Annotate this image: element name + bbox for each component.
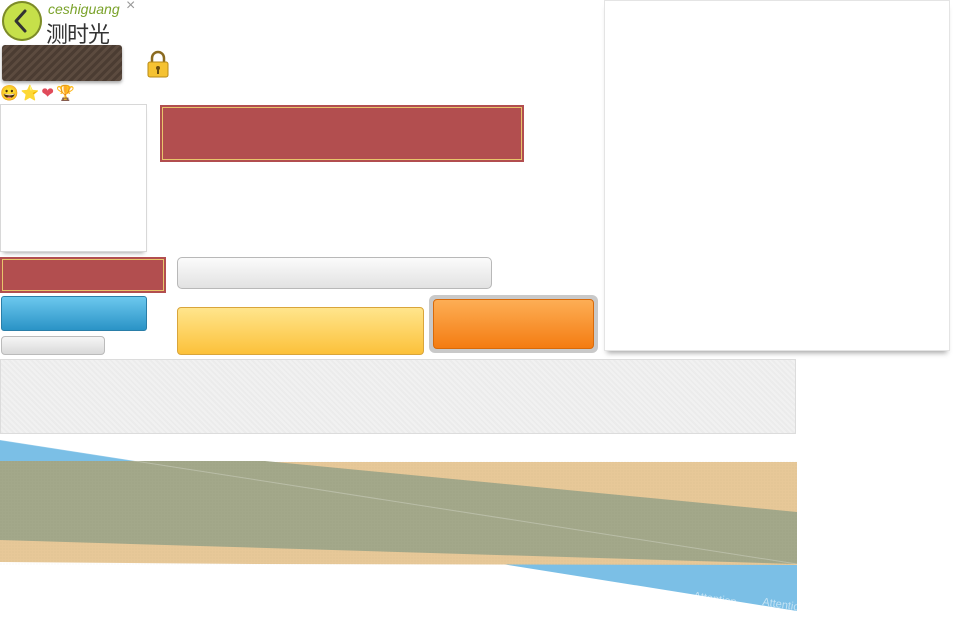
red-stitched-ribbon-large: [160, 105, 524, 162]
orange-button[interactable]: [433, 299, 594, 349]
smiley-icon[interactable]: 😀: [0, 85, 19, 103]
yellow-button[interactable]: [177, 307, 424, 355]
attention-label-2: Attention: [473, 572, 518, 591]
light-texture-strip: [0, 359, 796, 434]
red-stitched-ribbon-small: [0, 257, 166, 293]
attention-label-1: Attention: [398, 564, 443, 583]
small-gray-button[interactable]: [1, 336, 105, 355]
logo-english-text: ceshiguang: [48, 1, 120, 17]
blue-button[interactable]: [1, 296, 147, 331]
clock-logo-icon: [2, 1, 42, 41]
trophy-icon[interactable]: 🏆: [56, 85, 75, 103]
heart-icon[interactable]: ❤: [41, 85, 54, 103]
close-icon[interactable]: ×: [126, 0, 135, 15]
wood-texture-button[interactable]: [2, 45, 122, 81]
white-card: [0, 104, 147, 252]
white-panel-large: [604, 0, 950, 351]
gray-wide-button[interactable]: [177, 257, 492, 289]
attention-label-3: Attention: [541, 577, 586, 596]
star-icon[interactable]: ⭐: [21, 85, 40, 103]
lock-icon: [147, 50, 169, 78]
icon-row: 😀 ⭐ ❤ 🏆: [0, 85, 75, 103]
orange-button-frame[interactable]: [429, 295, 598, 353]
attention-banner-bands: Attention Attention Attention Attention …: [0, 440, 797, 615]
